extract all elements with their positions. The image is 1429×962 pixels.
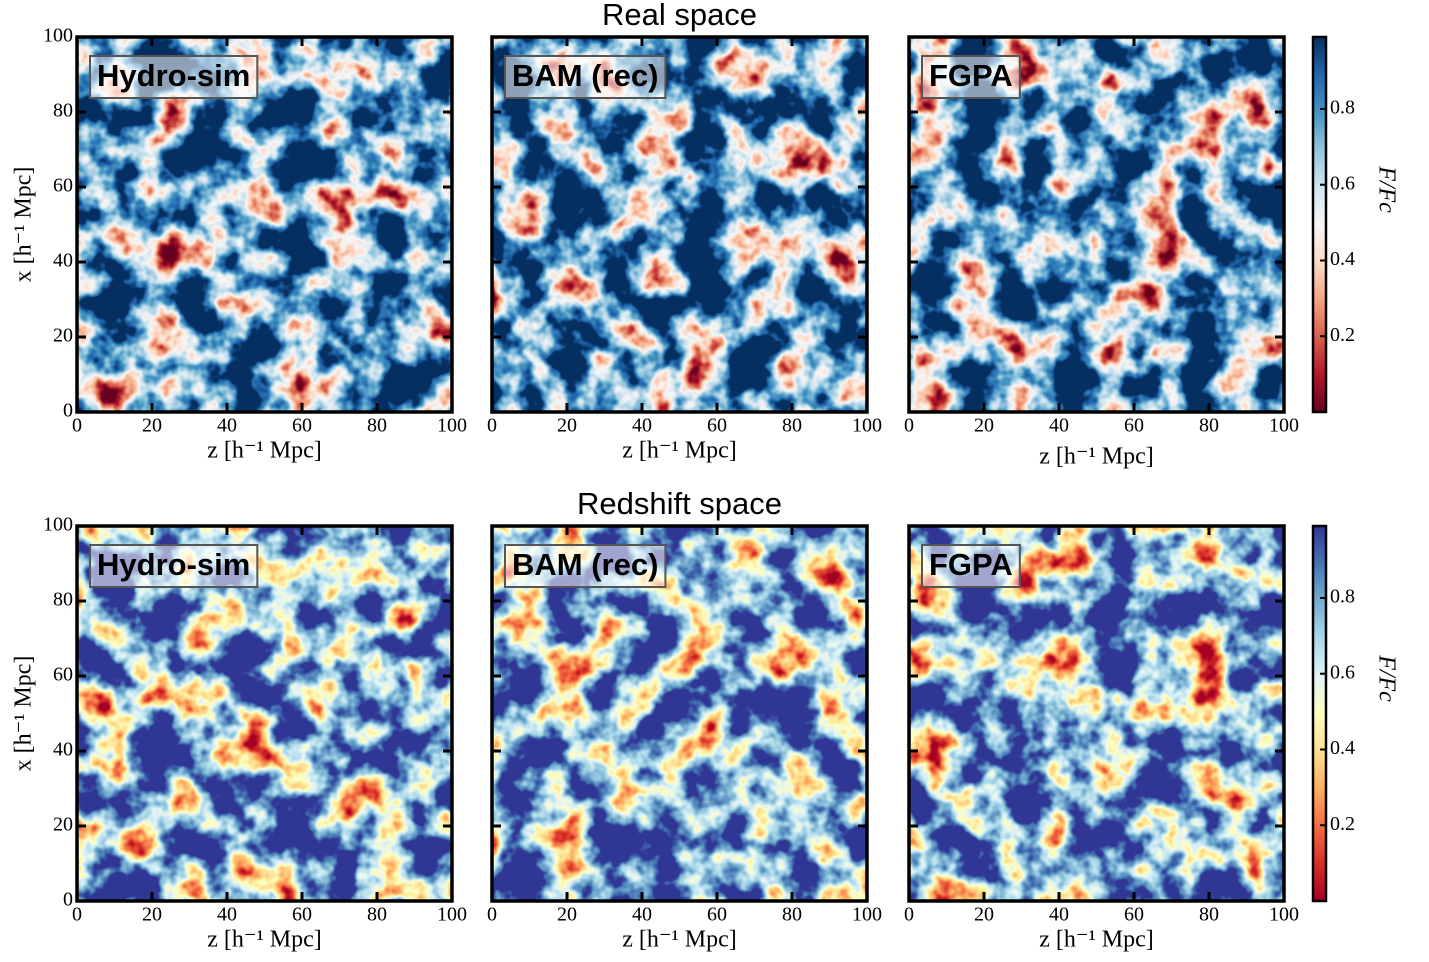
density-field: [492, 526, 867, 901]
frame: [907, 35, 1286, 414]
x-tick-label: 0: [72, 904, 82, 926]
x-tick-label: 80: [782, 415, 802, 437]
label-box: [504, 544, 667, 588]
colorbar-label: F/Fc: [1373, 165, 1399, 213]
density-field: [909, 37, 1284, 412]
density-field: [909, 526, 1284, 901]
colorbar-tick-label: 0.4: [1330, 248, 1355, 270]
x-tick-label: 60: [292, 415, 312, 437]
x-tick-label: 100: [1269, 415, 1299, 437]
x-axis-label: z [h⁻¹ Mpc]: [622, 438, 737, 464]
x-tick-label: 80: [367, 415, 387, 437]
frame: [907, 524, 1286, 903]
colorbar-tick-label: 0.6: [1330, 661, 1355, 683]
density-field: [77, 37, 452, 412]
y-tick-label: 60: [53, 175, 73, 197]
y-tick-label: 20: [53, 814, 73, 836]
label-box: [89, 544, 259, 588]
x-tick-label: 100: [437, 415, 467, 437]
y-tick-label: 80: [53, 589, 73, 611]
y-tick-label: 60: [53, 664, 73, 686]
label-box: [89, 55, 259, 99]
density-field: [77, 526, 452, 901]
x-tick-label: 80: [782, 904, 802, 926]
y-tick-label: 100: [43, 25, 73, 47]
x-axis-label: z [h⁻¹ Mpc]: [207, 927, 322, 953]
row-title: Real space: [602, 0, 757, 32]
x-tick-label: 40: [1049, 904, 1069, 926]
label-box: [921, 544, 1021, 588]
y-tick-label: 80: [53, 100, 73, 122]
colorbar-label: F/Fc: [1373, 654, 1399, 702]
x-tick-label: 20: [142, 415, 162, 437]
x-tick-label: 60: [707, 415, 727, 437]
row-title: Redshift space: [577, 486, 782, 521]
y-axis-label: x [h⁻¹ Mpc]: [11, 656, 37, 772]
x-tick-label: 40: [217, 415, 237, 437]
x-tick-label: 20: [974, 904, 994, 926]
x-tick-label: 60: [1124, 904, 1144, 926]
frame: [75, 35, 454, 414]
y-tick-label: 20: [53, 325, 73, 347]
x-tick-label: 40: [1049, 415, 1069, 437]
colorbar-tick-label: 0.4: [1330, 737, 1355, 759]
x-tick-label: 100: [852, 415, 882, 437]
colorbar-tick-label: 0.6: [1330, 172, 1355, 194]
x-tick-label: 80: [367, 904, 387, 926]
panel-label: FGPA: [929, 547, 1013, 582]
y-tick-label: 40: [53, 250, 73, 272]
frame: [75, 524, 454, 903]
x-tick-label: 60: [1124, 415, 1144, 437]
y-tick-label: 0: [63, 889, 73, 911]
label-box: [504, 55, 667, 99]
x-axis-label: z [h⁻¹ Mpc]: [1039, 444, 1154, 470]
x-tick-label: 20: [557, 415, 577, 437]
x-tick-label: 20: [974, 415, 994, 437]
x-tick-label: 60: [292, 904, 312, 926]
frame: [490, 35, 869, 414]
panel-label: Hydro-sim: [97, 58, 250, 93]
x-tick-label: 40: [632, 904, 652, 926]
x-tick-label: 100: [437, 904, 467, 926]
x-tick-label: 0: [904, 415, 914, 437]
x-tick-label: 0: [72, 415, 82, 437]
y-axis-label: x [h⁻¹ Mpc]: [11, 167, 37, 283]
x-tick-label: 100: [852, 904, 882, 926]
y-tick-label: 40: [53, 739, 73, 761]
colorbar: [1311, 35, 1328, 414]
x-axis-label: z [h⁻¹ Mpc]: [207, 438, 322, 464]
x-tick-label: 60: [707, 904, 727, 926]
label-box: [921, 55, 1021, 99]
x-tick-label: 20: [142, 904, 162, 926]
colorbar-tick-label: 0.2: [1330, 324, 1355, 346]
x-tick-label: 0: [904, 904, 914, 926]
x-tick-label: 40: [217, 904, 237, 926]
density-field: [492, 37, 867, 412]
x-tick-label: 100: [1269, 904, 1299, 926]
panel-label: FGPA: [929, 58, 1013, 93]
x-axis-label: z [h⁻¹ Mpc]: [1039, 927, 1154, 953]
x-tick-label: 0: [487, 415, 497, 437]
y-tick-label: 0: [63, 400, 73, 422]
panel-label: BAM (rec): [512, 547, 658, 582]
colorbar-tick-label: 0.8: [1330, 586, 1355, 608]
colorbar-tick-label: 0.2: [1330, 813, 1355, 835]
frame: [490, 524, 869, 903]
y-tick-label: 100: [43, 514, 73, 536]
x-tick-label: 80: [1199, 904, 1219, 926]
colorbar-tick-label: 0.8: [1330, 97, 1355, 119]
x-tick-label: 40: [632, 415, 652, 437]
x-tick-label: 20: [557, 904, 577, 926]
x-tick-label: 0: [487, 904, 497, 926]
x-axis-label: z [h⁻¹ Mpc]: [622, 927, 737, 953]
x-tick-label: 80: [1199, 415, 1219, 437]
colorbar: [1311, 524, 1328, 903]
panel-label: BAM (rec): [512, 58, 658, 93]
panel-label: Hydro-sim: [97, 547, 250, 582]
